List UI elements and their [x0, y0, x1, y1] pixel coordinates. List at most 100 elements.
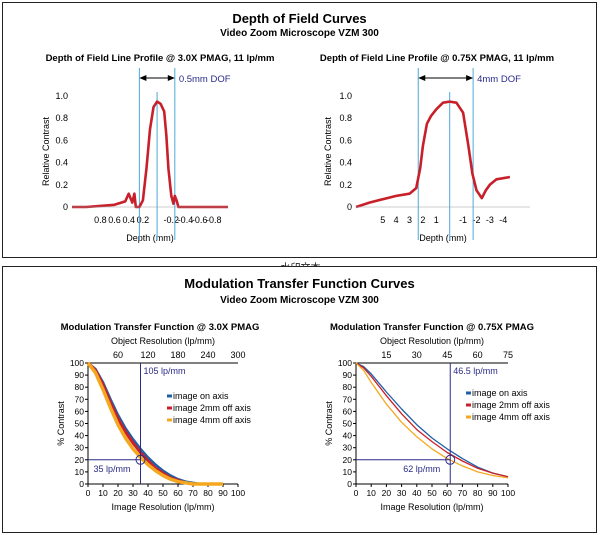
dof2-xtick-label: -2: [472, 215, 480, 225]
mtf2-xlabel: Image Resolution (lp/mm): [380, 502, 483, 512]
mtf1-x2tick-label: 60: [113, 350, 123, 360]
mtf1-title: Modulation Transfer Function @ 3.0X PMAG: [61, 322, 260, 333]
mtf1-annotation-top: 105 lp/mm: [144, 366, 186, 376]
mtf2-title: Modulation Transfer Function @ 0.75X PMA…: [330, 322, 534, 333]
mtf2-x2tick-label: 45: [442, 350, 452, 360]
dof1-title: Depth of Field Line Profile @ 3.0X PMAG,…: [46, 53, 275, 64]
dof2-ytick-label: 1.0: [339, 91, 352, 101]
mtf2-xtick-label: 10: [366, 488, 376, 498]
dof1-xtick-label: -0.6: [192, 215, 208, 225]
mtf2-ytick-label: 80: [343, 382, 353, 392]
mtf2-xtick-label: 0: [354, 488, 359, 498]
dof2-xtick-label: 5: [380, 215, 385, 225]
mtf2-annotation-top: 46.5 lp/mm: [453, 366, 498, 376]
dof2-ytick-label: 0.4: [339, 158, 352, 168]
mtf1-ytick-label: 30: [75, 443, 85, 453]
mtf1-ylabel: % Contrast: [56, 401, 66, 446]
dof1-xtick-label: -0.8: [206, 215, 222, 225]
dof2-xtick-label: 1: [434, 215, 439, 225]
dof2-ytick-label: 0.8: [339, 113, 352, 123]
dof2-xtick-label: -4: [499, 215, 507, 225]
mtf1-x2label: Object Resolution (lp/mm): [111, 336, 215, 346]
mtf1-ytick-label: 100: [70, 358, 84, 368]
mtf1-legend-label: image 2mm off axis: [173, 403, 251, 413]
mtf2-ytick-label: 50: [343, 419, 353, 429]
dof-section-subtitle: Video Zoom Microscope VZM 300: [220, 28, 379, 39]
dof1-ytick-label: 0: [63, 202, 68, 212]
dof2-xtick-label: 3: [407, 215, 412, 225]
mtf1-series-line: [86, 361, 223, 486]
mtf2-ytick-label: 60: [343, 406, 353, 416]
mtf1-xtick-label: 50: [158, 488, 168, 498]
mtf1-xtick-label: 30: [128, 488, 138, 498]
mtf2-x2tick-label: 60: [473, 350, 483, 360]
dof2-xlabel: Depth (mm): [419, 233, 467, 243]
mtf1-xlabel: Image Resolution (lp/mm): [111, 502, 214, 512]
mtf1-ytick-label: 80: [75, 382, 85, 392]
mtf2-x2tick-label: 75: [503, 350, 513, 360]
mtf2-ytick-label: 20: [343, 455, 353, 465]
dof1-xtick-label: -0.4: [178, 215, 194, 225]
mtf2-xtick-label: 40: [412, 488, 422, 498]
mtf2-ytick-label: 70: [343, 394, 353, 404]
mtf2-xtick-label: 60: [442, 488, 452, 498]
dof1-xtick-label: 0.2: [137, 215, 150, 225]
mtf2-legend-label: image 2mm off axis: [472, 400, 550, 410]
mtf1-xtick-label: 10: [98, 488, 108, 498]
dof1-xtick-label: 0.4: [122, 215, 135, 225]
mtf2-xtick-label: 90: [488, 488, 498, 498]
mtf2-xtick-label: 50: [427, 488, 437, 498]
mtf2-ytick-label: 90: [343, 370, 353, 380]
mtf1-legend-label: image on axis: [173, 391, 229, 401]
dof1-xlabel: Depth (mm): [126, 233, 174, 243]
dof2-xtick-label: -3: [486, 215, 494, 225]
dof2-ytick-label: 0.6: [339, 135, 352, 145]
mtf1-marker-circle: [135, 454, 146, 465]
dof2-title: Depth of Field Line Profile @ 0.75X PMAG…: [320, 53, 554, 64]
dof1-xtick-label: 0.6: [108, 215, 121, 225]
dof1-ylabel: Relative Contrast: [41, 116, 51, 186]
mtf2-x2tick-label: 30: [412, 350, 422, 360]
mtf2-ylabel: % Contrast: [324, 401, 334, 446]
mtf2-legend-label: image 4mm off axis: [472, 412, 550, 422]
mtf2-xtick-label: 30: [397, 488, 407, 498]
dof1-xtick-label: 0.8: [94, 215, 107, 225]
mtf1-ytick-label: 60: [75, 406, 85, 416]
dof2-ylabel: Relative Contrast: [323, 116, 333, 186]
dof1-dof-arrowhead-right: [167, 75, 175, 81]
mtf2-annotation-bottom: 62 lp/mm: [403, 464, 440, 474]
mtf2-xtick-label: 100: [501, 488, 515, 498]
dof1-ytick-label: 0.8: [55, 113, 68, 123]
dof2-series-line: [355, 100, 511, 209]
mtf2-x2label: Object Resolution (lp/mm): [380, 336, 484, 346]
mtf1-annotation-bottom: 35 lp/mm: [93, 464, 130, 474]
dof1-xtick-label: -0.2: [164, 215, 180, 225]
mtf2-x2tick-label: 15: [381, 350, 391, 360]
mtf2-xtick-label: 70: [458, 488, 468, 498]
mtf2-series-line: [355, 362, 509, 479]
mtf2-series-line: [355, 362, 509, 478]
mtf2-ytick-label: 0: [347, 479, 352, 489]
dof2-xtick-label: 2: [420, 215, 425, 225]
mtf2-series-line: [355, 362, 509, 478]
mtf1-ytick-label: 40: [75, 431, 85, 441]
dof1-series-line: [72, 100, 228, 209]
mtf1-xtick-label: 60: [173, 488, 183, 498]
mtf2-marker-circle: [445, 454, 456, 465]
dof1-dof-arrowhead-left: [139, 75, 147, 81]
mtf2-xtick-label: 80: [473, 488, 483, 498]
dof2-dof-arrowhead-left: [418, 75, 426, 81]
mtf-section-subtitle: Video Zoom Microscope VZM 300: [220, 295, 379, 306]
mtf2-ytick-label: 40: [343, 431, 353, 441]
mtf1-x2tick-label: 120: [140, 350, 155, 360]
mtf2-ytick-label: 30: [343, 443, 353, 453]
mtf1-legend-label: image 4mm off axis: [173, 415, 251, 425]
mtf1-ytick-label: 90: [75, 370, 85, 380]
dof1-dof-annotation: 0.5mm DOF: [179, 74, 231, 85]
mtf1-ytick-label: 0: [79, 479, 84, 489]
mtf1-xtick-label: 20: [113, 488, 123, 498]
dof2-dof-annotation: 4mm DOF: [477, 74, 521, 85]
mtf1-xtick-label: 90: [218, 488, 228, 498]
dof-section-title: Depth of Field Curves: [232, 11, 367, 26]
mtf-section-title: Modulation Transfer Function Curves: [184, 276, 415, 291]
